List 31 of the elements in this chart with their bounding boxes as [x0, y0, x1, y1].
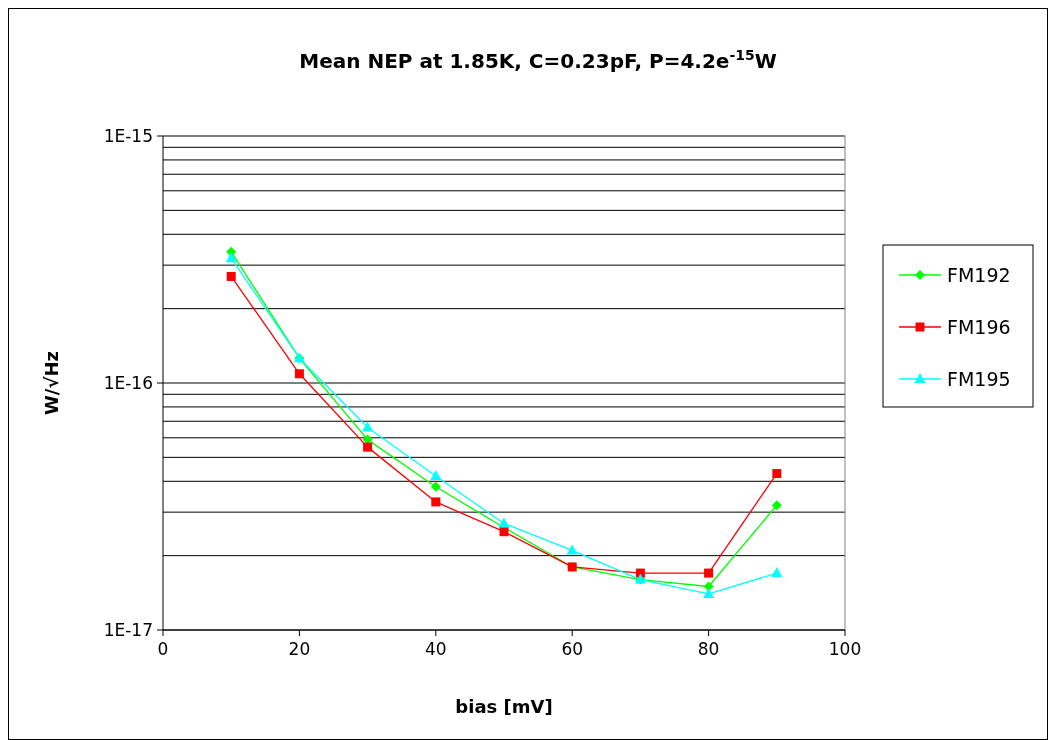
x-tick-label: 20: [288, 639, 311, 659]
point: [499, 527, 509, 537]
point: [363, 442, 373, 452]
y-tick-label: 1E-16: [103, 373, 153, 393]
point: [226, 271, 236, 281]
point: [703, 587, 715, 598]
point: [294, 369, 304, 379]
x-tick-label: 60: [561, 639, 584, 659]
legend-label: FM192: [947, 264, 1011, 286]
point: [566, 544, 578, 555]
x-axis-title: bias [mV]: [455, 696, 553, 717]
point: [430, 470, 442, 481]
point: [431, 497, 441, 507]
y-axis-title: W/√Hz: [41, 351, 62, 415]
y-tick-label: 1E-15: [103, 126, 153, 146]
legend-label: FM196: [947, 316, 1011, 338]
point: [772, 469, 782, 479]
point: [704, 568, 714, 578]
x-tick-label: 40: [424, 639, 447, 659]
legend-label: FM195: [947, 368, 1011, 390]
point: [225, 252, 237, 263]
x-tick-label: 0: [157, 639, 169, 659]
point: [362, 421, 374, 432]
point: [498, 517, 510, 528]
point: [771, 500, 782, 511]
chart-title: Mean NEP at 1.85K, C=0.23pF, P=4.2e$^{-15}$W: [299, 47, 777, 73]
x-tick-label: 80: [697, 639, 720, 659]
point: [771, 567, 783, 578]
y-tick-label: 1E-17: [103, 620, 153, 640]
point: [430, 481, 441, 492]
x-tick-label: 100: [828, 639, 862, 659]
